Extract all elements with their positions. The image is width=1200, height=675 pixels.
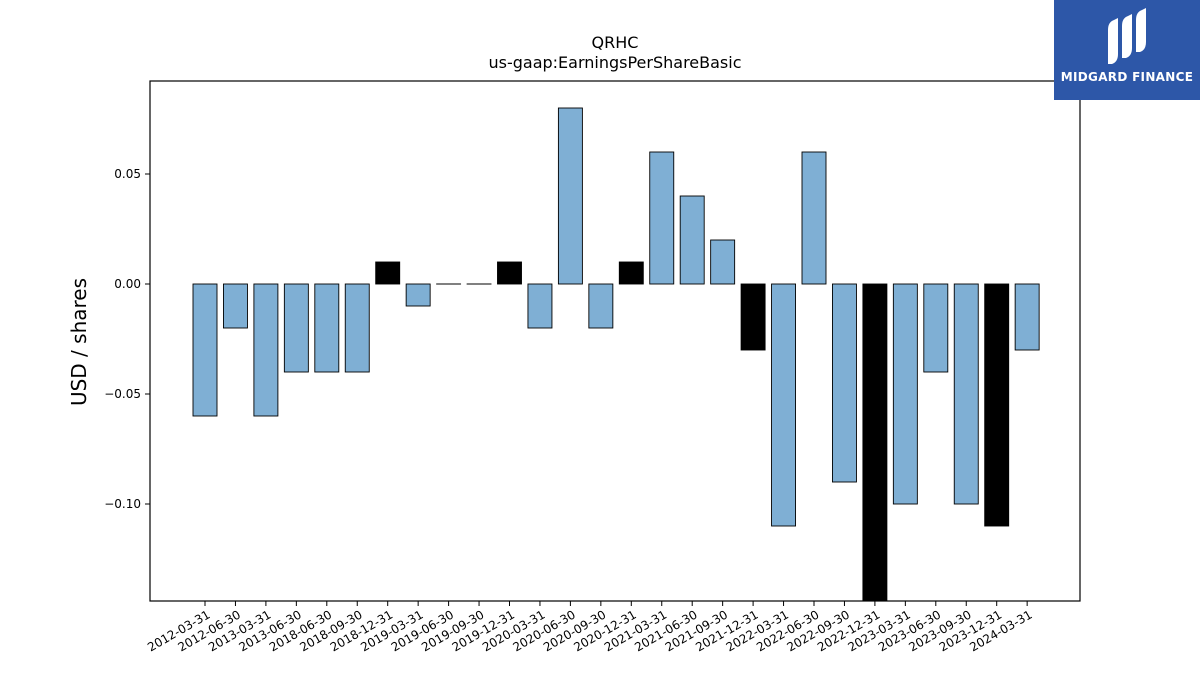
bar-2022-06-30 [801, 151, 827, 285]
bars-group [192, 107, 1040, 602]
bar-2020-12-31 [618, 261, 644, 285]
y-tick-label: −0.05 [104, 387, 141, 401]
y-tick-label: −0.10 [104, 497, 141, 511]
bar-2013-03-31 [253, 283, 279, 417]
bar-2019-03-31 [405, 283, 431, 307]
bar-2022-03-31 [771, 283, 796, 527]
chart-subtitle: us-gaap:EarningsPerShareBasic [488, 53, 741, 72]
bar-2023-12-31 [984, 283, 1010, 527]
bar-2018-12-31 [375, 261, 401, 285]
bar-2021-09-30 [710, 239, 736, 285]
bar-2020-06-30 [557, 107, 583, 285]
y-axis-ticks: 0.05 0.00 −0.05 −0.10 [104, 167, 150, 511]
brand-logo: MIDGARD FINANCE [1054, 0, 1200, 100]
bar-2021-12-31 [740, 283, 766, 351]
bar-2023-09-30 [953, 283, 979, 505]
y-axis-label: USD / shares [67, 278, 91, 406]
bar-2023-03-31 [892, 283, 918, 505]
bar-2012-06-30 [222, 283, 248, 329]
bar-2023-06-30 [923, 283, 949, 373]
bar-2012-03-31 [192, 283, 218, 417]
chart-title: QRHC [592, 33, 639, 52]
bar-2022-12-31 [862, 283, 888, 602]
x-axis-ticks: 2012-03-312012-06-302013-03-312013-06-30… [145, 601, 1035, 654]
midgard-logo-icon [1108, 8, 1146, 64]
bar-2019-12-31 [497, 261, 522, 285]
bar-2020-09-30 [588, 283, 614, 329]
bar-2022-09-30 [832, 283, 857, 483]
y-tick-label: 0.00 [114, 277, 141, 291]
logo-text: MIDGARD FINANCE [1060, 70, 1194, 84]
bar-2021-03-31 [649, 151, 675, 285]
plot-frame [149, 80, 1081, 602]
y-tick-label: 0.05 [114, 167, 141, 181]
bar-2018-09-30 [344, 283, 370, 373]
bar-2020-03-31 [527, 283, 553, 329]
bar-2018-06-30 [314, 283, 340, 373]
bar-2021-06-30 [679, 195, 705, 285]
bar-2013-06-30 [283, 283, 309, 373]
bar-2024-03-31 [1014, 283, 1040, 351]
